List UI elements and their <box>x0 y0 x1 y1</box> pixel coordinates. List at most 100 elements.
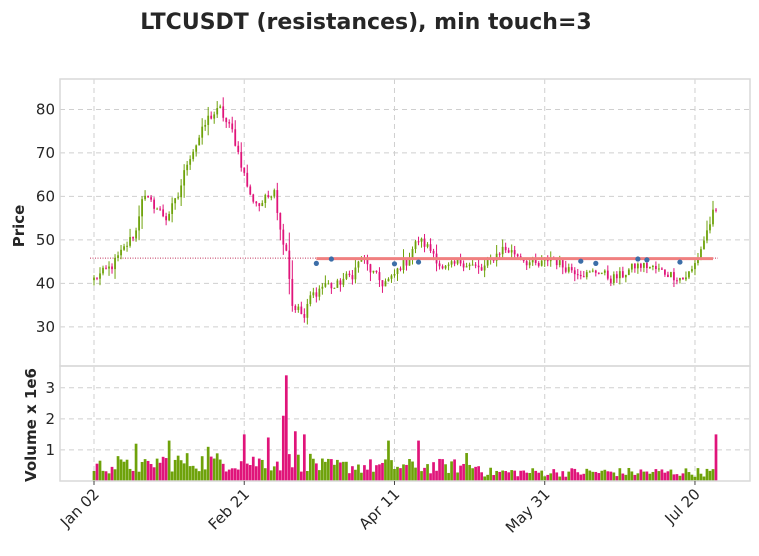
candle-body <box>309 295 312 304</box>
candle-body <box>651 265 654 267</box>
candle-body <box>558 260 561 266</box>
volume-tick-labels: 1 2 3 <box>45 379 55 459</box>
volume-bar <box>170 471 174 481</box>
volume-bar <box>143 459 147 481</box>
volume-bar <box>525 472 529 481</box>
candle-body <box>180 185 183 198</box>
candle-body <box>582 276 585 278</box>
volume-bar <box>516 476 520 481</box>
touch-point <box>313 260 319 266</box>
volume-bar <box>633 474 637 481</box>
candle-body <box>138 216 140 231</box>
price-tick-labels: 30 40 50 60 70 80 <box>36 100 55 335</box>
volume-bar <box>606 471 610 481</box>
volume-bar <box>351 466 354 481</box>
volume-bar <box>116 456 120 481</box>
candle-body <box>603 270 606 273</box>
candle-body <box>564 267 567 272</box>
volume-bar <box>510 470 514 481</box>
volume-bar <box>158 462 162 481</box>
volume-bar <box>272 466 276 481</box>
volume-bar <box>537 472 541 481</box>
volume-bar <box>339 462 342 481</box>
candle-body <box>303 314 306 318</box>
volume-bar <box>513 470 517 481</box>
candle-body <box>525 261 528 266</box>
candle-body <box>255 201 258 204</box>
candle-body <box>709 224 711 231</box>
candle-body <box>588 271 591 273</box>
touch-point <box>677 259 683 265</box>
volume-bar <box>122 461 126 481</box>
candle-body <box>402 259 405 270</box>
price-tick-label: 80 <box>36 100 55 118</box>
candle-body <box>192 151 195 160</box>
candle-body <box>685 277 687 280</box>
candle-body <box>390 275 393 279</box>
volume-bar <box>233 468 237 481</box>
candle-body <box>285 244 288 251</box>
candle-body <box>513 250 516 255</box>
volume-bar <box>669 469 673 481</box>
volume-bar <box>462 463 465 481</box>
volume-bar <box>131 470 135 481</box>
candle-body <box>108 266 110 269</box>
candle-body <box>189 159 192 165</box>
touch-point <box>415 259 422 265</box>
volume-bar <box>699 473 703 481</box>
candle-body <box>168 213 171 221</box>
candle-body <box>381 280 384 287</box>
candle-body <box>673 272 675 281</box>
candle-body <box>357 261 360 268</box>
candle-body <box>105 267 107 269</box>
volume-bar <box>645 471 649 481</box>
price-grid <box>60 108 750 328</box>
volume-bar <box>687 472 691 481</box>
candle-body <box>297 306 300 310</box>
candle-body <box>345 273 348 279</box>
volume-bar <box>441 459 444 481</box>
volume-bar <box>426 464 429 481</box>
volume-bar <box>194 468 198 481</box>
candle-body <box>510 250 513 253</box>
volume-bar <box>161 456 165 481</box>
volume-bar <box>504 471 508 481</box>
volume-bar <box>176 455 180 481</box>
volume-bar <box>447 472 450 481</box>
volume-bar <box>179 460 183 481</box>
candle-body <box>333 287 336 289</box>
volume-bar <box>107 473 111 481</box>
volume-bar <box>507 472 511 481</box>
volume-bar <box>477 466 480 481</box>
candle-body <box>627 269 630 275</box>
volume-bar <box>324 461 327 481</box>
candle-body <box>642 262 645 268</box>
candle-body <box>195 145 198 152</box>
volume-bar <box>191 465 195 481</box>
candle-body <box>123 246 125 250</box>
volume-bar <box>227 469 231 481</box>
volume-bar <box>366 469 369 481</box>
volume-bar <box>345 461 348 481</box>
volume-bar <box>200 456 204 481</box>
volume-bar <box>113 469 117 481</box>
candle-body <box>504 246 507 251</box>
volume-bar <box>342 461 345 481</box>
candle-body <box>486 259 489 266</box>
volume-tick-label: 1 <box>45 441 55 459</box>
volume-bar <box>483 476 486 481</box>
volume-bar <box>381 462 384 481</box>
candle-body <box>465 266 468 268</box>
candle-body <box>679 278 681 281</box>
candle-body <box>516 254 519 257</box>
volume-bar <box>152 467 156 481</box>
volume-bars <box>92 375 718 481</box>
candle-body <box>540 260 543 266</box>
volume-bar <box>486 474 489 481</box>
candle-body <box>330 283 333 289</box>
candle-body <box>198 137 201 146</box>
x-grid <box>93 79 696 481</box>
volume-bar <box>134 443 138 481</box>
candle-body <box>555 259 558 266</box>
